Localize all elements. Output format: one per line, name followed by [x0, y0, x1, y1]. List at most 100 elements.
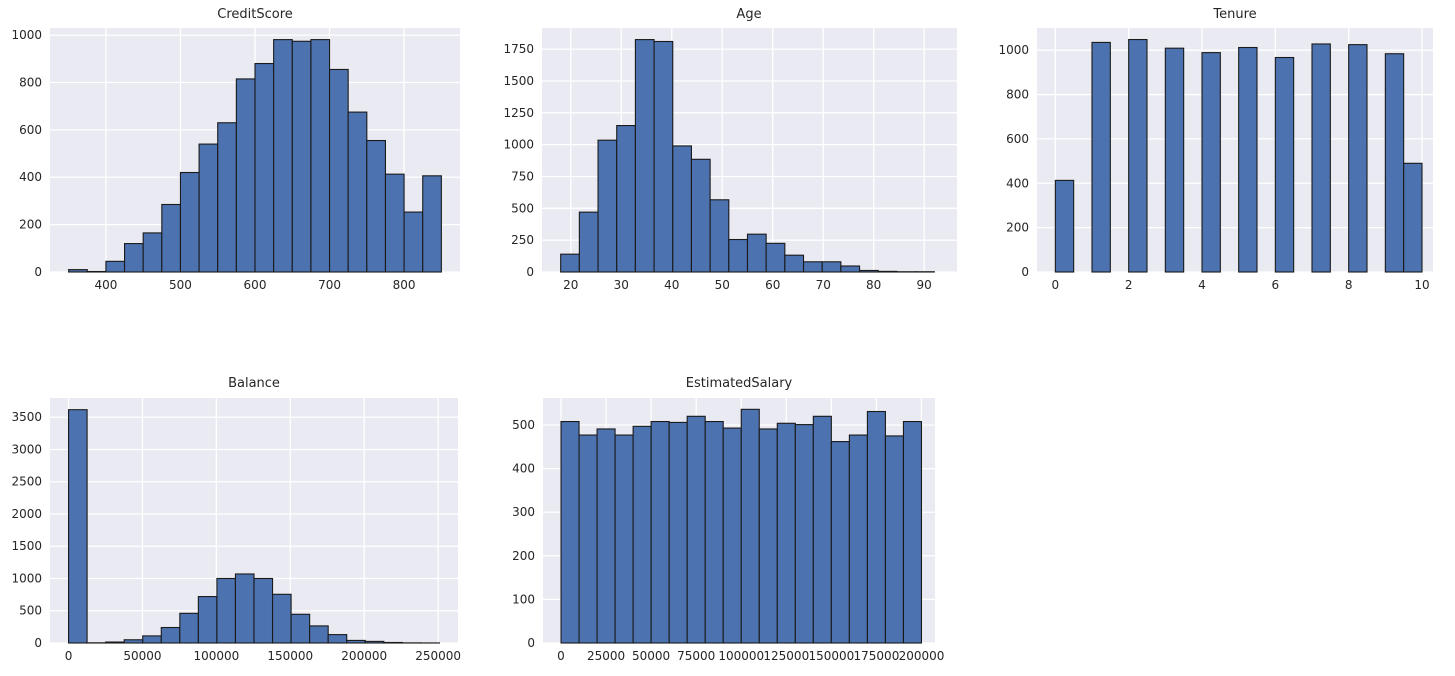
- histogram-bar: [216, 577, 237, 644]
- histogram-bar: [291, 40, 312, 273]
- histogram-bar: [686, 415, 706, 644]
- y-tick-label: 600: [19, 123, 42, 137]
- histogram-creditscore: 0 200 400 600 800 1000 400 500 600 700 800: [11, 28, 460, 292]
- histogram-bar: [422, 175, 442, 273]
- histogram-bar: [290, 613, 311, 644]
- histogram-bar: [1201, 52, 1221, 273]
- y-tick-label: 1000: [11, 28, 42, 42]
- x-tick-label: 500: [169, 278, 192, 292]
- histogram-bar: [1091, 41, 1111, 273]
- chart-title-tenure: Tenure: [1213, 7, 1257, 22]
- histogram-bar: [328, 68, 349, 273]
- x-tick-label: 200000: [341, 649, 387, 663]
- x-tick-label: 800: [393, 278, 416, 292]
- x-tick-label: 75000: [677, 649, 715, 663]
- x-tick-label: 80: [866, 278, 881, 292]
- histogram-bar: [746, 233, 767, 273]
- x-tick-label: 90: [917, 278, 932, 292]
- y-tick-label: 3000: [11, 442, 42, 456]
- histogram-bar: [346, 639, 366, 644]
- histogram-bar: [309, 625, 329, 644]
- histogram-bar: [197, 596, 218, 644]
- histogram-bar: [859, 269, 879, 273]
- y-tick-label: 1500: [503, 74, 534, 88]
- x-tick-label: 6: [1272, 278, 1280, 292]
- histogram-bar: [142, 232, 163, 273]
- histogram-bar: [722, 427, 742, 644]
- histogram-bar: [877, 270, 898, 273]
- histogram-bar: [884, 435, 904, 644]
- chart-title-creditscore: CreditScore: [217, 7, 293, 22]
- y-tick-label: 500: [19, 604, 42, 618]
- histogram-bar: [840, 265, 861, 273]
- histogram-bar: [848, 434, 868, 644]
- y-tick-label: 200: [1006, 221, 1029, 235]
- histogram-bar: [1054, 179, 1075, 273]
- y-tick-label: 1000: [11, 571, 42, 585]
- histogram-bar: [123, 243, 144, 273]
- histogram-bar: [364, 640, 385, 644]
- histogram-bar: [597, 139, 618, 273]
- x-tick-label: 10: [1414, 278, 1429, 292]
- histogram-bar: [327, 634, 348, 644]
- histogram-bar: [802, 261, 823, 273]
- histogram-bar: [1348, 44, 1368, 273]
- chart-title-balance: Balance: [228, 376, 280, 391]
- y-tick-label: 3500: [11, 410, 42, 424]
- x-tick-label: 50000: [123, 649, 161, 663]
- x-tick-label: 150000: [267, 649, 313, 663]
- x-tick-label: 4: [1198, 278, 1206, 292]
- x-tick-label: 600: [244, 278, 267, 292]
- histogram-bar: [198, 143, 219, 273]
- histogram-bar: [1311, 43, 1331, 273]
- y-tick-label: 750: [511, 169, 534, 183]
- x-tick-label: 20: [563, 278, 578, 292]
- y-tick-label: 1750: [503, 42, 534, 56]
- x-tick-label: 40: [664, 278, 679, 292]
- histogram-bar: [866, 410, 886, 644]
- y-tick-label: 400: [1006, 176, 1029, 190]
- histogram-bar: [235, 78, 256, 273]
- histogram-bar: [821, 261, 842, 273]
- histogram-bar: [160, 626, 181, 644]
- histogram-bar: [758, 428, 778, 644]
- histogram-bar: [1403, 162, 1423, 273]
- histogram-bar: [632, 425, 652, 644]
- histogram-bar: [653, 40, 674, 273]
- chart-title-age: Age: [736, 7, 762, 22]
- histogram-bar: [254, 62, 275, 273]
- x-tick-label: 70: [816, 278, 831, 292]
- histogram-bar: [234, 573, 255, 644]
- y-tick-label: 0: [527, 636, 535, 650]
- histogram-bar: [1274, 56, 1295, 273]
- y-tick-label: 0: [34, 265, 42, 279]
- y-tick-label: 1000: [998, 43, 1029, 57]
- y-tick-label: 600: [1006, 132, 1029, 146]
- histogram-bar: [123, 639, 144, 644]
- histogram-bar: [383, 641, 403, 644]
- histogram-bar: [273, 39, 293, 273]
- histogram-bar: [161, 203, 182, 273]
- x-tick-label: 0: [65, 649, 73, 663]
- x-tick-label: 100000: [193, 649, 239, 663]
- x-tick-label: 700: [318, 278, 341, 292]
- histogram-bar: [403, 211, 424, 273]
- y-tick-label: 500: [512, 418, 535, 432]
- histogram-bar: [560, 420, 580, 644]
- histogram-bar: [253, 577, 274, 644]
- x-tick-label: 0: [557, 649, 565, 663]
- y-tick-label: 200: [19, 218, 42, 232]
- y-tick-label: 800: [1006, 88, 1029, 102]
- histogram-bar: [784, 254, 805, 273]
- x-tick-label: 175000: [854, 649, 900, 663]
- y-tick-label: 2000: [11, 507, 42, 521]
- histogram-bar: [794, 424, 814, 644]
- histogram-bar: [142, 635, 162, 644]
- y-tick-label: 0: [1021, 265, 1029, 279]
- x-tick-label: 100000: [718, 649, 764, 663]
- histogram-bar: [728, 238, 749, 273]
- y-tick-label: 200: [512, 549, 535, 563]
- histogram-bar: [812, 415, 832, 644]
- y-tick-label: 0: [526, 265, 534, 279]
